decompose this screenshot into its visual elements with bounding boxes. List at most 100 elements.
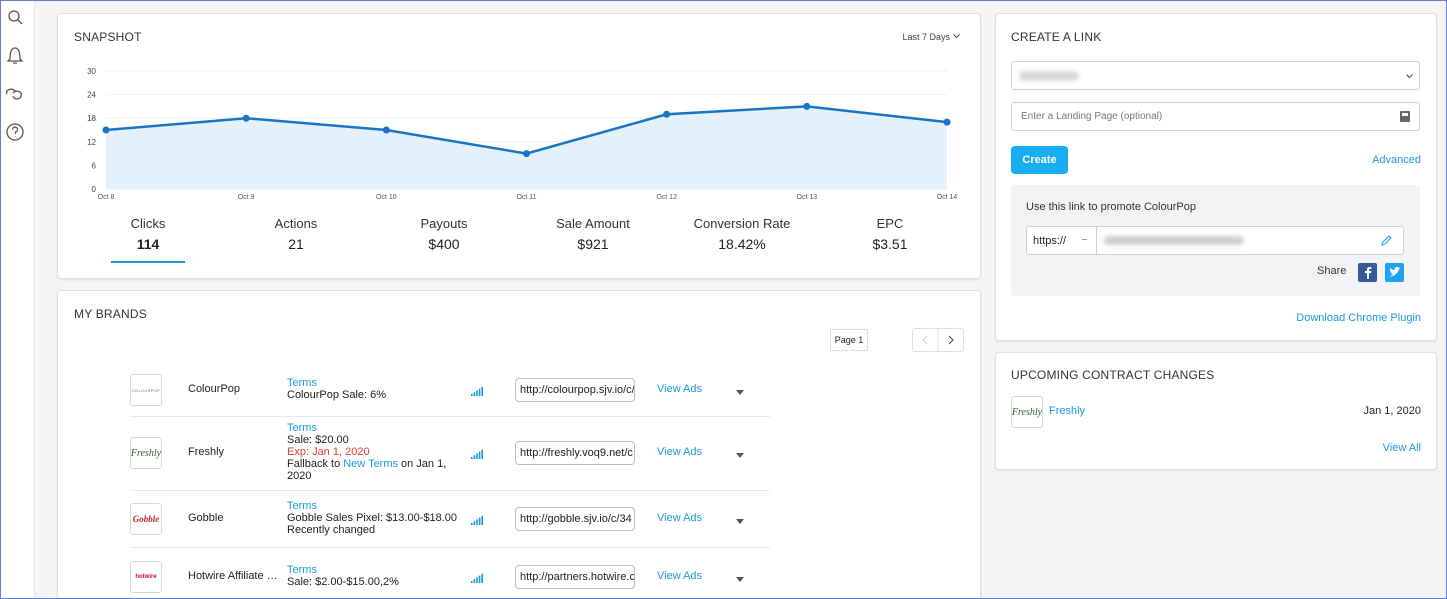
signal-bar — [471, 457, 473, 459]
metric-value: $400 — [428, 236, 460, 252]
point — [803, 102, 811, 110]
view-all-link[interactable]: View All — [1382, 442, 1421, 454]
view-ads-link[interactable]: View Ads — [657, 570, 703, 582]
signal-bar — [481, 573, 483, 583]
signal-bar — [478, 575, 481, 583]
twitter-button[interactable] — [1385, 263, 1404, 282]
brand-name[interactable]: ColourPop — [188, 383, 240, 395]
prev-button[interactable] — [922, 335, 928, 345]
terms-link[interactable]: Terms — [287, 422, 317, 434]
terms-block: Terms Sale: $20.00 Exp: Jan 1, 2020 Fallbac… — [287, 422, 457, 482]
caret-shape — [736, 390, 744, 395]
create-button[interactable]: Create — [1011, 146, 1068, 174]
download-link[interactable]: Download Chrome Plugin — [1296, 312, 1421, 324]
share-label: Share — [1317, 265, 1347, 277]
caret-shape — [736, 518, 744, 524]
point — [943, 118, 951, 126]
row-caret[interactable] — [736, 390, 744, 395]
logo-text: Gobble — [132, 513, 160, 524]
snapshot-card: SNAPSHOT Last 7 Days 0 6 12 18 24 30 Oct 8 Oct … — [57, 13, 981, 279]
x-tick-label: Oct 11 — [516, 194, 536, 201]
tracking-url[interactable]: http://freshly.voq9.net/c — [515, 441, 635, 465]
metric-value: $921 — [577, 236, 609, 252]
signal-bar — [471, 522, 473, 525]
terms-line: Sale: $2.00-$15.00,2% — [287, 576, 399, 588]
brand-logo: hotwire — [130, 561, 162, 593]
signal-bar — [473, 579, 476, 583]
brand-row: COLOURPOP ColourPop Terms ColourPop Sale: 6… — [130, 364, 770, 417]
metric-label: Sale Amount — [556, 216, 630, 231]
help-icon[interactable] — [6, 123, 24, 141]
bell-icon[interactable] — [6, 47, 24, 64]
promote-text: Use this link to promote ColourPop — [1026, 201, 1196, 213]
sidebar-icons — [5, 10, 24, 141]
terms-block: Terms Gobble Sales Pixel: $13.00-$18.00 Re… — [287, 500, 457, 536]
terms-line: Sale: $20.00 — [287, 434, 349, 446]
landing-input[interactable]: Enter a Landing Page (optional) — [1011, 102, 1420, 131]
view-ads-link[interactable]: View Ads — [657, 383, 703, 395]
brand-name[interactable]: Freshly — [188, 446, 225, 458]
tracking-url[interactable]: http://partners.hotwire.c — [515, 565, 635, 589]
card-title: CREATE A LINK — [1011, 30, 1102, 44]
active-tab-underline — [111, 261, 185, 263]
advanced-link[interactable]: Advanced — [1372, 154, 1421, 166]
point — [242, 114, 250, 122]
signal-bar — [471, 394, 473, 396]
tracking-url[interactable]: http://colourpop.sjv.io/c/ — [515, 378, 635, 402]
row-caret[interactable] — [736, 518, 744, 524]
signal-bar — [481, 386, 483, 396]
terms-link[interactable]: Terms — [287, 499, 317, 512]
brand-name[interactable]: Gobble — [188, 511, 224, 524]
metric[interactable]: EPC $3.51 — [820, 216, 960, 252]
terms-block: Terms ColourPop Sale: 6% — [287, 377, 457, 401]
row-caret[interactable] — [736, 453, 744, 458]
terms-link[interactable]: Terms — [287, 377, 317, 389]
terms-link[interactable]: Terms — [287, 564, 317, 576]
fallback-text: Fallback to — [287, 458, 341, 470]
signal-bar — [471, 581, 473, 583]
metric-label: Clicks — [130, 216, 166, 231]
x-tick-label: Oct 12 — [656, 194, 677, 201]
view-ads-link[interactable]: View Ads — [657, 511, 703, 524]
signal-bar — [476, 577, 478, 583]
view-ads-link[interactable]: View Ads — [657, 446, 703, 458]
fallback-link[interactable]: New Terms — [343, 458, 399, 470]
y-tick-label: 30 — [87, 67, 96, 76]
point — [382, 126, 390, 134]
card-title: MY BRANDS — [74, 307, 147, 321]
signal-bar — [476, 390, 478, 396]
brand-logo: COLOURPOP — [130, 374, 162, 406]
protocol-select[interactable]: https:// — [1033, 235, 1067, 247]
brand-name[interactable]: Hotwire Affiliate Program — [188, 570, 284, 582]
metric[interactable]: Clicks 114 — [78, 216, 218, 252]
range-caret[interactable] — [953, 34, 960, 39]
metric[interactable]: Actions 21 — [226, 216, 366, 252]
tracking-url[interactable]: http://gobble.sjv.io/c/34 — [515, 506, 635, 531]
brand-logo: Freshly — [1011, 396, 1043, 428]
link-icon[interactable] — [5, 88, 23, 100]
brand-select[interactable] — [1011, 61, 1420, 90]
terms-line: Recently changed — [287, 523, 376, 536]
range-select[interactable]: Last 7 Days — [902, 32, 950, 42]
metric[interactable]: Payouts $400 — [374, 216, 514, 252]
next-button[interactable] — [948, 335, 954, 345]
facebook-button[interactable] — [1358, 263, 1377, 282]
brand-logo: Gobble — [130, 502, 162, 535]
change-date: Jan 1, 2020 — [1363, 405, 1422, 417]
y-tick-label: 0 — [92, 185, 97, 194]
x-tick-label: Oct 9 — [238, 194, 255, 201]
logo-text: hotwire — [135, 574, 157, 580]
metric[interactable]: Conversion Rate 18.42% — [672, 216, 812, 252]
page-indicator: Page 1 — [830, 329, 868, 351]
signal-icon — [471, 515, 483, 525]
point — [663, 110, 671, 118]
edit-icon[interactable] — [1380, 234, 1393, 247]
search-icon[interactable] — [8, 10, 20, 22]
metric-value: $3.51 — [872, 236, 908, 252]
landing-icon[interactable] — [1399, 110, 1412, 124]
card-title: UPCOMING CONTRACT CHANGES — [1011, 368, 1215, 382]
metric[interactable]: Sale Amount $921 — [523, 216, 663, 252]
row-caret[interactable] — [736, 577, 744, 582]
brand-name[interactable]: Freshly — [1049, 405, 1086, 417]
